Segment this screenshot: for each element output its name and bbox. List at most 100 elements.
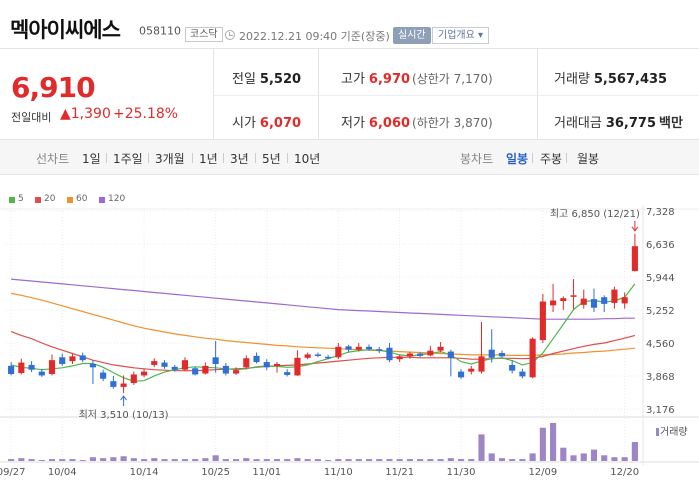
period-3m[interactable]: 3개월: [155, 152, 185, 166]
volume-bar: [161, 459, 168, 461]
candle-body: [8, 365, 15, 374]
candle-body: [48, 360, 56, 374]
stat-high: 고가 6,970 (상한가 7,170): [341, 72, 493, 87]
period-1y[interactable]: 1년: [199, 152, 218, 166]
candle-body: [631, 246, 638, 271]
volume-bar: [498, 458, 506, 461]
candle-daily[interactable]: 일봉: [506, 152, 529, 166]
x-tick-label: 09/27: [0, 467, 26, 478]
period-1w[interactable]: 1주일: [113, 152, 143, 166]
candle-body: [181, 360, 189, 370]
realtime-button[interactable]: 실시간: [393, 27, 431, 44]
ma120-line: [11, 278, 635, 320]
candle-body: [284, 372, 291, 375]
volume-bar: [437, 459, 444, 461]
volume-bar: [355, 459, 362, 461]
period-10y[interactable]: 10년: [294, 152, 321, 166]
candle-body: [69, 356, 76, 362]
volume-bar: [28, 459, 35, 461]
period-1d[interactable]: 1일: [82, 152, 101, 166]
candle-body: [345, 346, 352, 350]
candle-body: [222, 365, 229, 374]
volume-bar: [294, 458, 301, 461]
candle-body: [427, 350, 434, 356]
volume-bar: [488, 453, 495, 461]
volume-bar: [110, 457, 117, 461]
quote-time: 2022.12.21 09:40 기준(장중): [239, 30, 390, 43]
price-panel: [0, 49, 214, 140]
candle-body: [580, 298, 587, 305]
candle-monthly[interactable]: 월봉: [577, 152, 600, 166]
company-overview-button[interactable]: 기업개요 ▾: [432, 27, 489, 44]
volume-bar: [335, 459, 342, 461]
y-tick-label: 3,176: [646, 405, 675, 416]
candle-weekly[interactable]: 주봉: [540, 152, 563, 166]
candle-body: [478, 356, 485, 372]
legend-ma5-swatch: [9, 197, 15, 203]
volume-bar: [601, 455, 608, 461]
volume-bar: [580, 453, 587, 461]
volume-bar: [539, 427, 546, 461]
candle-body: [325, 356, 332, 359]
volume-bar: [325, 460, 332, 461]
candle-body: [202, 365, 209, 374]
volume-bar: [243, 458, 250, 461]
x-tick-label: 11/30: [447, 467, 476, 478]
volume-bar: [621, 457, 628, 461]
candle-body: [89, 363, 96, 368]
volume-bar: [447, 458, 454, 461]
stock-name: 멕아이씨에스: [10, 18, 121, 42]
current-price: 6,910: [11, 71, 96, 104]
volume-bar: [202, 458, 209, 461]
candle-body: [447, 351, 454, 358]
low-arrow-head: [120, 395, 127, 401]
high-arrow-head: [631, 226, 639, 232]
volume-bar: [273, 459, 281, 461]
candle-body: [468, 368, 475, 372]
volume-bar: [457, 459, 465, 461]
candle-body: [570, 295, 577, 297]
x-tick-label: 10/14: [130, 467, 159, 478]
candle-chart-label: 봉차트: [460, 152, 494, 166]
x-tick-label: 11/10: [324, 467, 353, 478]
stock-header: [0, 0, 699, 49]
change-label: 전일대비: [11, 111, 52, 124]
volume-bar: [192, 459, 199, 461]
y-tick-label: 5,944: [646, 273, 675, 284]
period-5y[interactable]: 5년: [262, 152, 281, 166]
candle-body: [110, 381, 117, 387]
stat-low: 저가 6,060 (하한가 3,870): [341, 116, 493, 131]
volume-bar: [89, 457, 96, 461]
volume-bar: [417, 459, 424, 461]
candle-body: [539, 301, 546, 341]
x-tick-label: 12/09: [528, 467, 557, 478]
candle-body: [498, 353, 506, 357]
candle-body: [601, 297, 608, 304]
volume-bar: [8, 459, 15, 461]
volume-bar: [79, 460, 86, 461]
volume-bar: [233, 459, 240, 461]
legend-ma5: 5: [18, 194, 24, 204]
volume-bar: [171, 459, 178, 461]
candle-body: [253, 355, 260, 363]
stat-volume: 거래량 5,567,435: [554, 72, 668, 87]
y-tick-label: 4,560: [646, 339, 675, 350]
candle-body: [120, 383, 127, 387]
stats-panel: [214, 49, 699, 140]
x-tick-label: 10/25: [201, 467, 230, 478]
stat-trade-amount: 거래대금 36,775 백만: [554, 116, 683, 131]
volume-bar: [376, 459, 383, 461]
legend-ma60: 60: [76, 194, 88, 204]
volume-bar: [69, 459, 76, 461]
x-tick-label: 10/04: [48, 467, 77, 478]
candle-body: [263, 362, 270, 368]
market-tag: 코스닥: [185, 27, 223, 42]
candle-body: [519, 371, 526, 377]
period-3y[interactable]: 3년: [230, 152, 249, 166]
candle-body: [233, 370, 240, 374]
volume-bar: [386, 459, 393, 461]
candle-body: [529, 338, 536, 378]
stat-open: 시가 6,070: [232, 116, 302, 131]
candle-body: [376, 349, 383, 351]
